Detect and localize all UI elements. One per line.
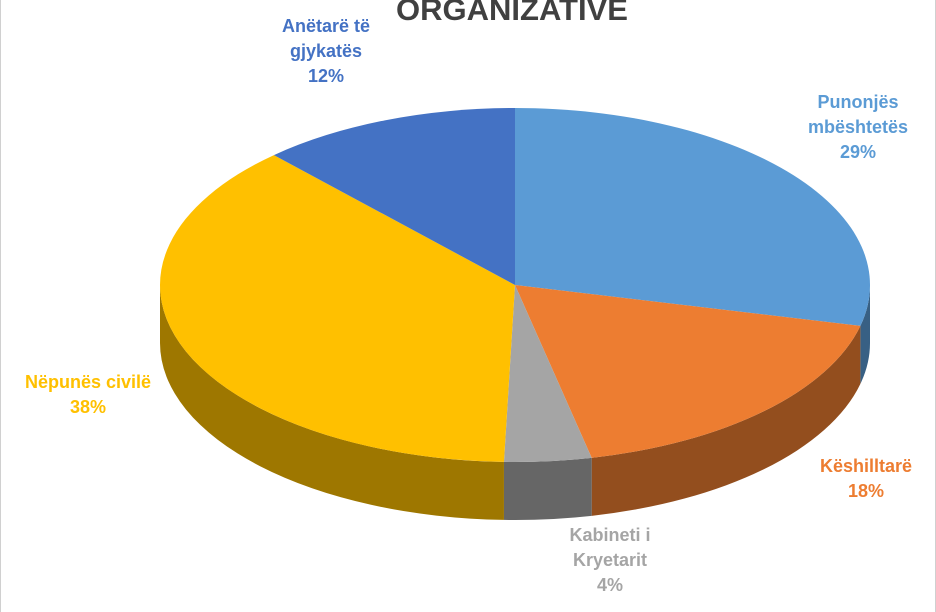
slice — [515, 108, 871, 326]
value-label: 12% — [307, 66, 345, 86]
category-label: Punonjës mbështetës — [807, 92, 909, 137]
data-label: Këshilltarë 18% — [796, 454, 936, 504]
slice-side — [591, 325, 861, 516]
slice — [273, 108, 515, 285]
chart-title: ORGANIZATIVE — [396, 0, 628, 27]
data-label: Kabineti i Kryetarit 4% — [550, 523, 670, 598]
category-label: Anëtarë të gjykatës — [281, 16, 371, 61]
slice-side — [503, 457, 592, 520]
pie — [160, 108, 871, 520]
data-label: Nëpunës civilë 38% — [0, 370, 178, 420]
slice-side — [860, 285, 870, 384]
data-label: Anëtarë të gjykatës 12% — [261, 14, 391, 89]
category-label: Këshilltarë — [819, 456, 913, 476]
value-label: 18% — [847, 481, 885, 501]
value-label: 4% — [596, 575, 623, 595]
category-label: Nëpunës civilë — [24, 372, 152, 392]
slice — [503, 285, 592, 462]
slice — [515, 285, 861, 458]
category-label: Kabineti i Kryetarit — [569, 525, 651, 570]
value-label: 38% — [69, 397, 107, 417]
data-label: Punonjës mbështetës 29% — [788, 90, 928, 165]
slice — [160, 155, 516, 462]
value-label: 29% — [839, 142, 877, 162]
slice-side — [160, 285, 504, 520]
